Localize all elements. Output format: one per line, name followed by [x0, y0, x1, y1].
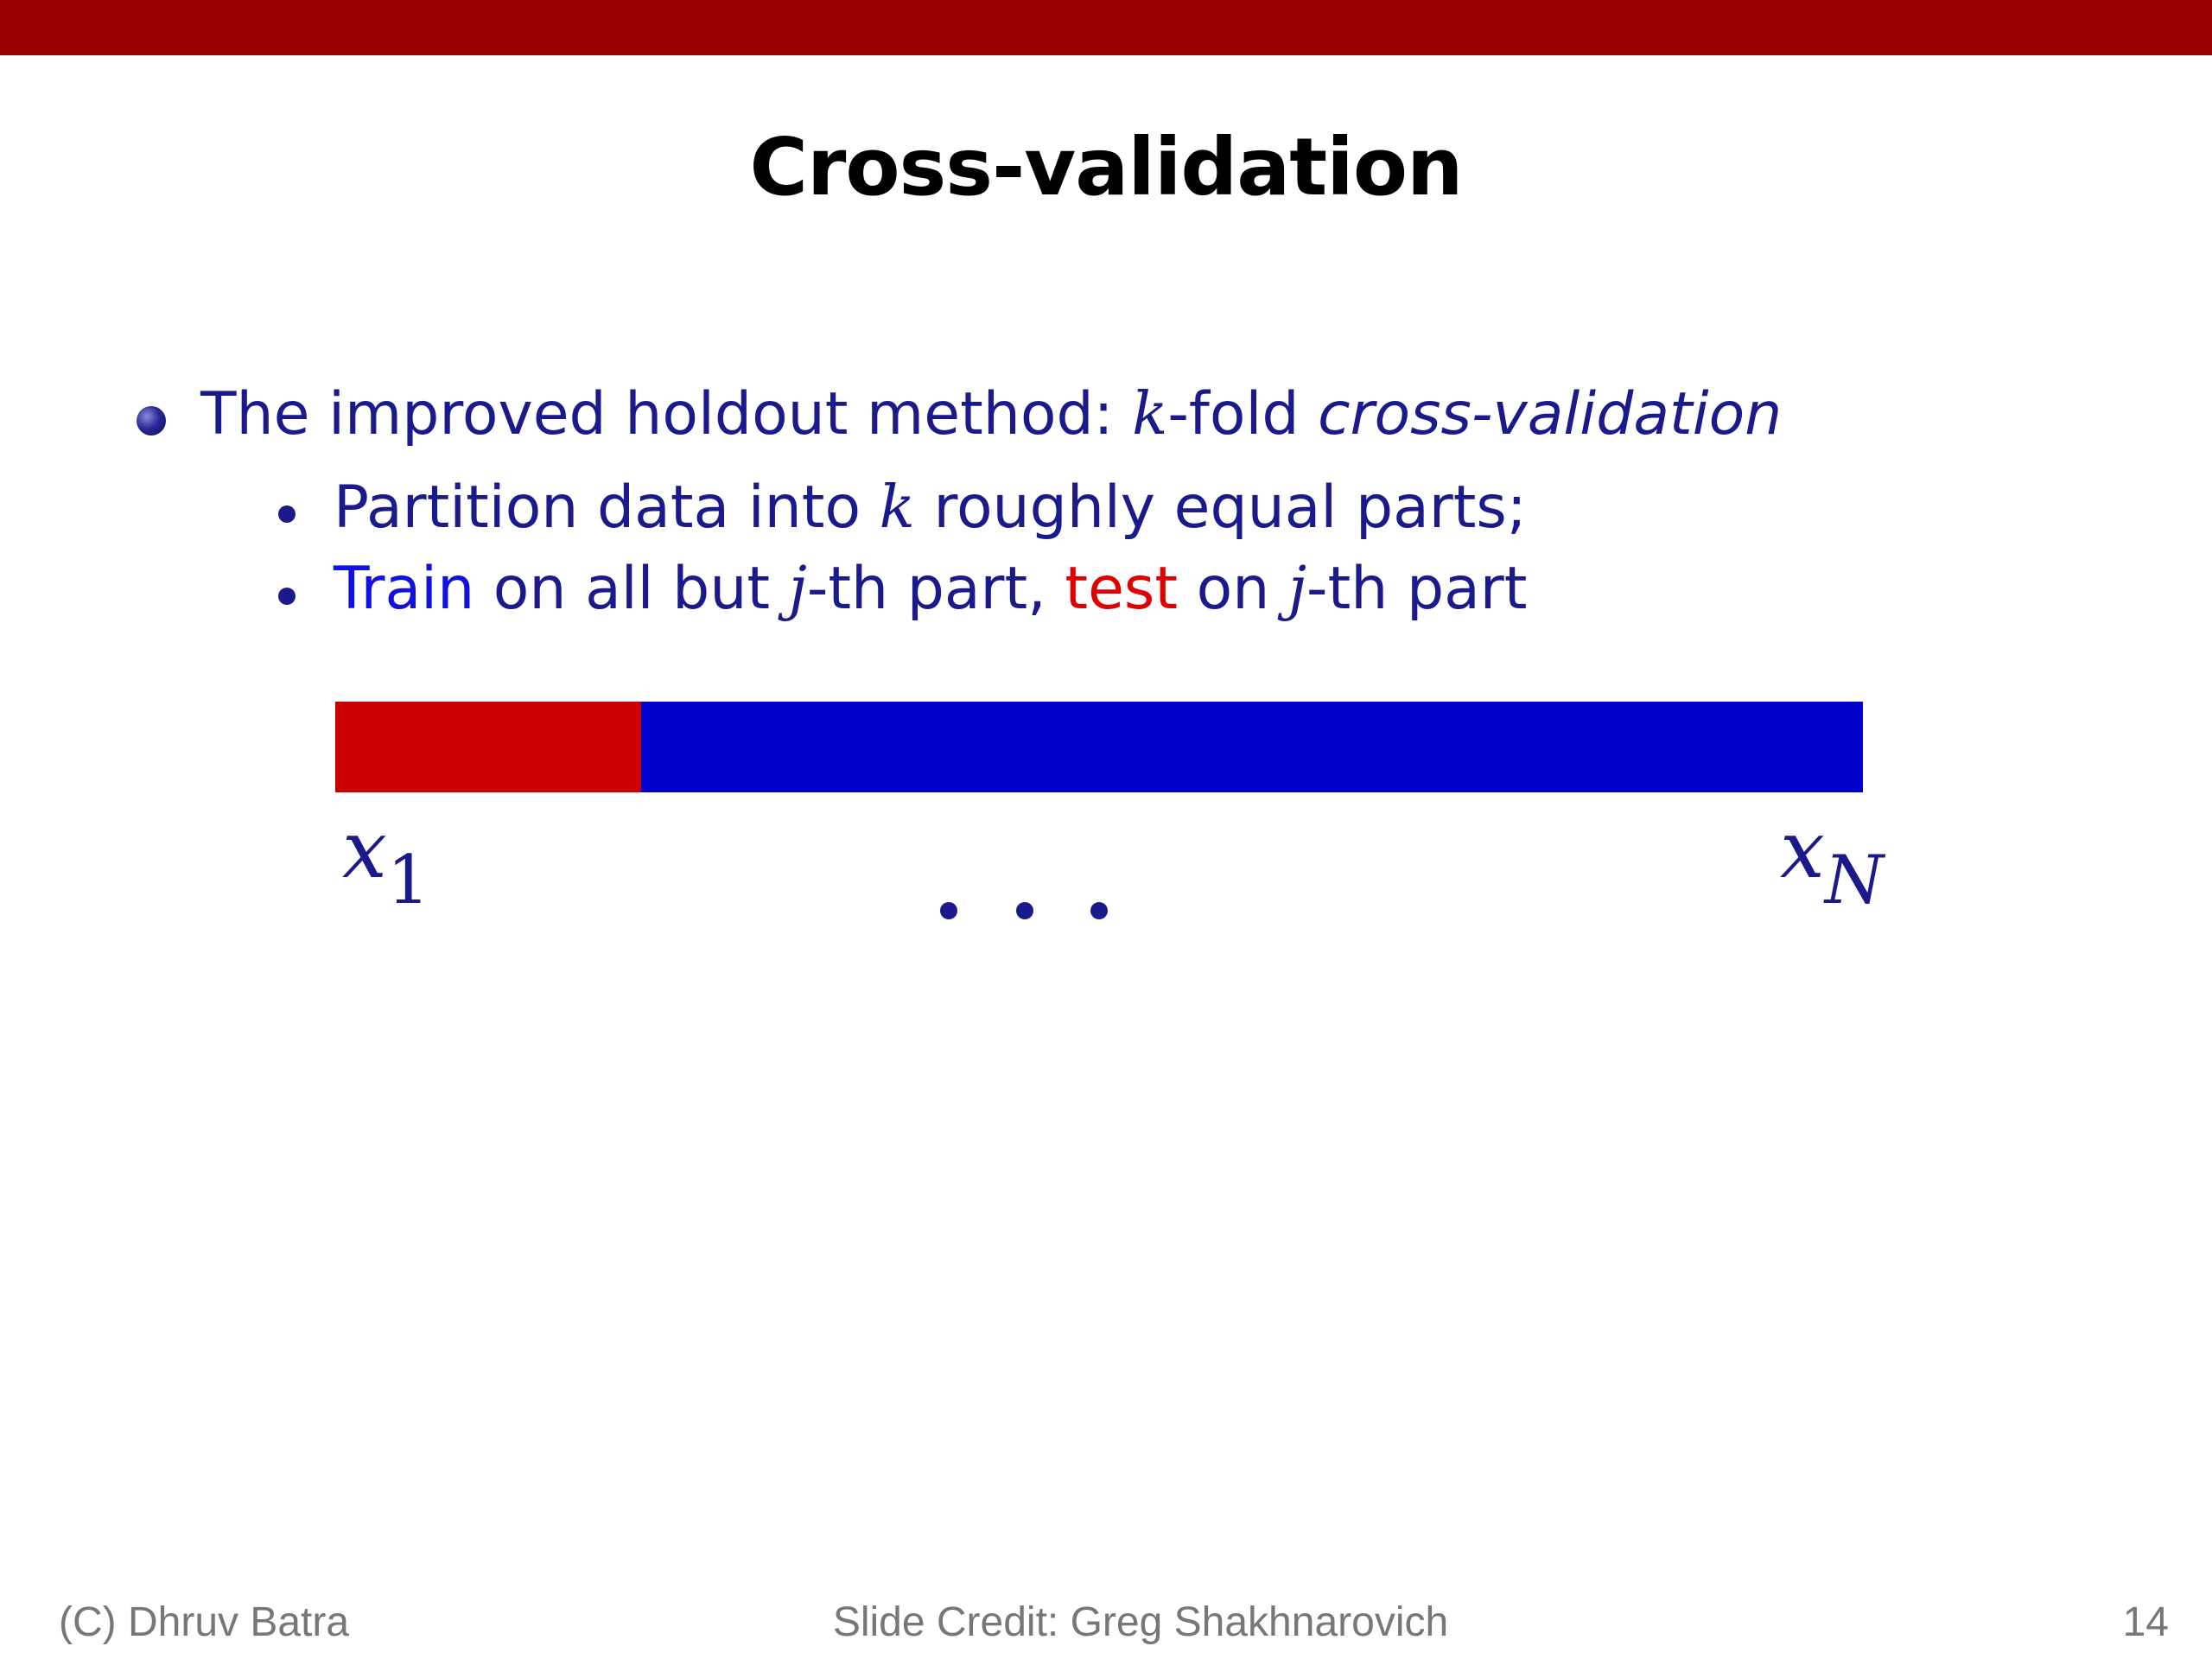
bullet-3-part3: on [1178, 555, 1288, 623]
bullet-1-middle: -fold [1167, 380, 1319, 448]
ellipsis-dot-icon [940, 902, 957, 919]
math-var-j: j [788, 555, 807, 623]
bullet-3-part2: -th part, [806, 555, 1065, 623]
label-x1-subscript: 1 [386, 842, 430, 919]
slide-title: Cross-validation [749, 121, 1463, 213]
bullet-3-part4: -th part [1306, 555, 1528, 623]
bullet-item-3: Train on all but j-th part, test on j-th… [334, 555, 1527, 623]
math-var-j: j [1287, 555, 1307, 623]
bullet-2-prefix: Partition data into [334, 474, 880, 542]
ellipsis-dot-icon [1090, 902, 1108, 919]
label-xN: xN [1780, 804, 1884, 919]
bullet-item-2: Partition data into k roughly equal part… [334, 474, 1527, 542]
bullet-1-emphasis: cross-validation [1318, 380, 1783, 448]
bullet-1-prefix: The improved holdout method: [200, 380, 1133, 448]
label-x1: x1 [342, 804, 430, 919]
label-xN-var: x [1780, 804, 1825, 896]
header-bar [0, 0, 2212, 55]
test-word: test [1065, 555, 1179, 623]
test-partition-bar [335, 702, 641, 792]
bullet-item-1: The improved holdout method: k-fold cros… [200, 380, 1782, 448]
footer-copyright: (C) Dhruv Batra [59, 1599, 350, 1645]
bullet-dot-icon [278, 505, 296, 523]
bullet-dot-icon [278, 588, 296, 605]
footer-credit: Slide Credit: Greg Shakhnarovich [832, 1599, 1449, 1645]
label-xN-subscript: N [1824, 842, 1885, 919]
ellipsis-dot-icon [1016, 902, 1033, 919]
bullet-ball-icon [137, 406, 166, 435]
train-word: Train [334, 555, 475, 623]
bullet-3-part1: on all but [474, 555, 789, 623]
label-x1-var: x [342, 804, 387, 896]
train-partition-bar [641, 702, 1863, 792]
page-number: 14 [2122, 1599, 2169, 1645]
math-var-k: k [879, 474, 915, 542]
bullet-2-suffix: roughly equal parts; [914, 474, 1527, 542]
math-var-k: k [1132, 380, 1168, 448]
